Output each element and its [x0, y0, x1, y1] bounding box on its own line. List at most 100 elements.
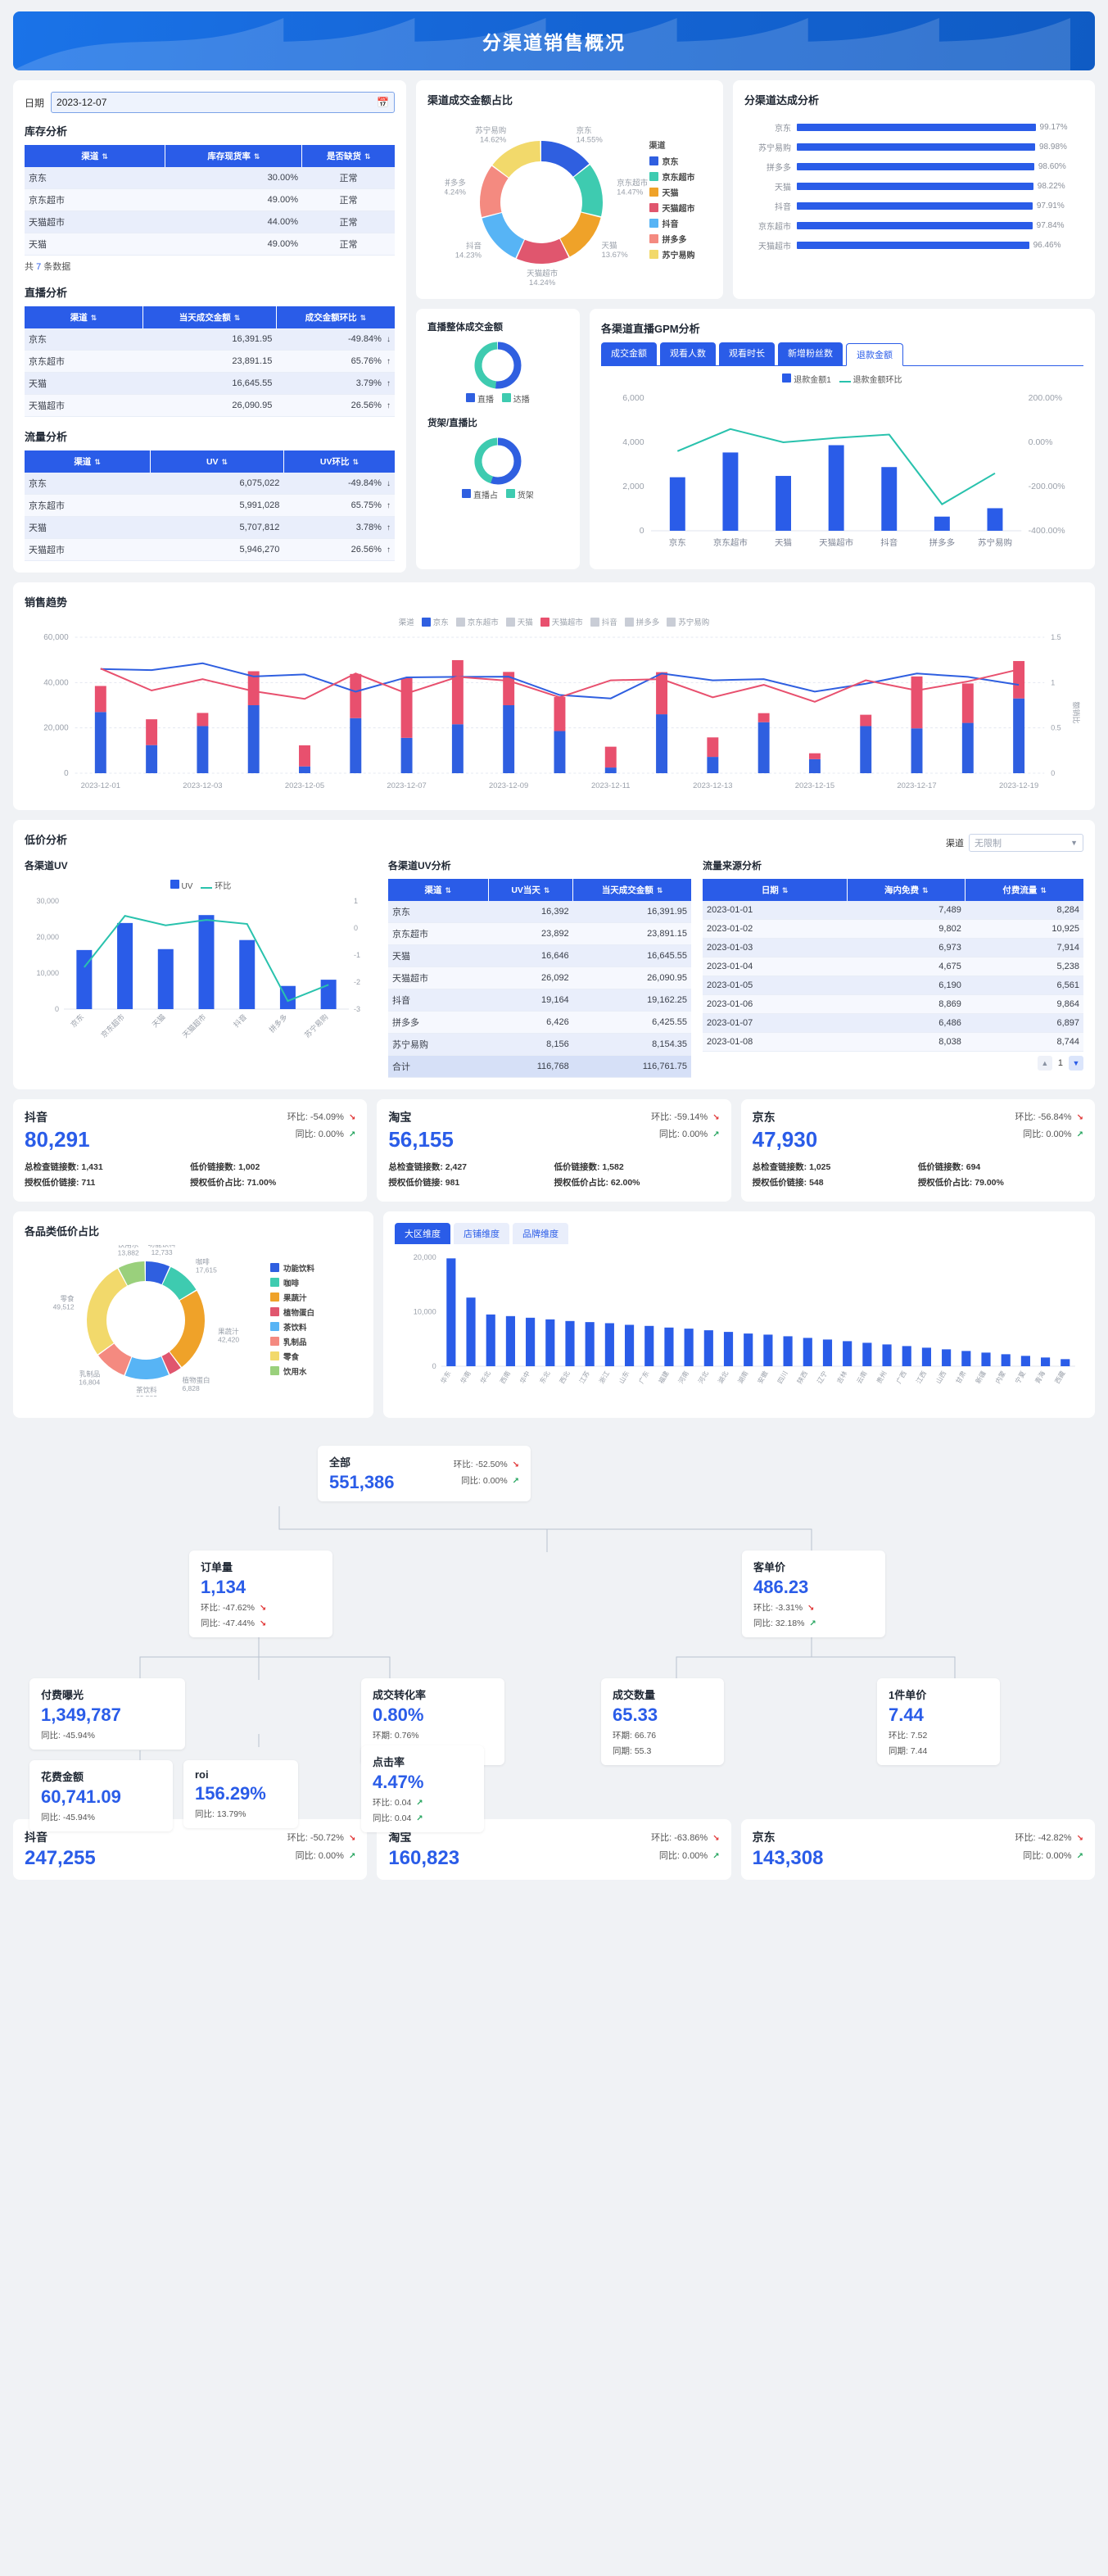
legend-item-京东[interactable]: 京东: [649, 155, 695, 167]
trend-legend-拼多多[interactable]: 拼多多: [624, 616, 659, 627]
col-channel[interactable]: 渠道 ⇅: [25, 306, 144, 328]
table-row[interactable]: 京东超市 49.00% 正常: [25, 188, 395, 211]
donut-slice-抖音[interactable]: [482, 213, 524, 259]
col-uv-day[interactable]: UV当天 ⇅: [488, 879, 574, 901]
trend-bar-tmall[interactable]: [604, 746, 617, 768]
table-row[interactable]: 天猫超市 5,946,270 26.56% ↑: [25, 538, 395, 561]
region-tabs[interactable]: 大区维度 店铺维度 品牌维度: [395, 1223, 1083, 1244]
table-row[interactable]: 天猫 5,707,812 3.78% ↑: [25, 516, 395, 539]
tree-node-total[interactable]: 全部 551,386 环比: -52.50% ↘ 同比: 0.00% ↗: [318, 1446, 531, 1501]
region-bar-青海[interactable]: [1041, 1357, 1051, 1366]
kpi-card-淘宝[interactable]: 淘宝 56,155 环比: -59.14% ↘ 同比: 0.00% ↗ 总检查链接数: …: [377, 1099, 731, 1202]
trend-bar-tmall[interactable]: [350, 673, 362, 718]
legend-item-天猫超市[interactable]: 天猫超市: [649, 201, 695, 214]
legend-refund-mom[interactable]: 退款金额环比: [839, 373, 902, 385]
gpm-bar-京东[interactable]: [669, 477, 685, 531]
region-bar-贵州[interactable]: [882, 1344, 892, 1366]
achievement-bar-抖音[interactable]: 抖音 97.91%: [744, 196, 1083, 215]
legend-daibo[interactable]: 达播: [502, 392, 530, 405]
trend-bar-tmall[interactable]: [451, 659, 464, 725]
col-channel[interactable]: 渠道 ⇅: [25, 450, 152, 473]
table-row[interactable]: 合计 116,768 116,761.75: [388, 1055, 691, 1078]
trend-bar-jd[interactable]: [503, 705, 515, 773]
table-row[interactable]: 天猫超市 26,090.95 26.56% ↑: [25, 394, 395, 417]
region-bar-湖北[interactable]: [723, 1332, 734, 1366]
trend-bar-tmall[interactable]: [961, 683, 974, 723]
achievement-bar-京东[interactable]: 京东 99.17%: [744, 117, 1083, 137]
table-row[interactable]: 京东超市 23,892 23,891.15: [388, 922, 691, 945]
chevron-down-icon[interactable]: ▼: [1070, 838, 1078, 847]
legend-uv-mom[interactable]: 环比: [201, 879, 231, 891]
uv-bar-京东[interactable]: [76, 949, 93, 1009]
achievement-bar-天猫[interactable]: 天猫 98.22%: [744, 176, 1083, 196]
trend-bar-jd[interactable]: [961, 722, 974, 773]
gpm-tab-观看时长[interactable]: 观看时长: [719, 342, 775, 365]
table-row[interactable]: 2023-01-01 7,489 8,284: [703, 901, 1083, 920]
region-bar-吉林[interactable]: [843, 1341, 852, 1366]
region-tab-店铺维度[interactable]: 店铺维度: [454, 1223, 509, 1244]
donut-slice-植物蛋白[interactable]: [161, 1351, 181, 1374]
region-bar-河北[interactable]: [703, 1330, 713, 1366]
gpm-bar-天猫[interactable]: [776, 476, 791, 531]
col-shortage[interactable]: 是否缺货 ⇅: [301, 145, 395, 167]
region-chart-svg[interactable]: 0 10,000 20,000 华东 华南 华北 西南 华中 东北 西北 江苏 浙江 山东 广东 福建 河南河…: [395, 1251, 1083, 1402]
trend-bar-tmall[interactable]: [400, 677, 413, 738]
trend-bar-jd[interactable]: [146, 745, 158, 773]
kpi-card-抖音[interactable]: 抖音 80,291 环比: -54.09% ↘ 同比: 0.00% ↗ 总检查链接数: …: [13, 1099, 368, 1202]
col-uv-mom[interactable]: UV环比 ⇅: [283, 450, 395, 473]
trend-chart-svg[interactable]: 0 20,000 40,000 60,000 0 0.5 1 1.5 额销比 2023-12-01…: [25, 631, 1083, 795]
donut-slice-饮用水[interactable]: [118, 1261, 145, 1286]
col-domestic-free[interactable]: 海内免费 ⇅: [847, 879, 966, 901]
tree-node-aov[interactable]: 客单价 486.23 环比: -3.31% ↘ 同比: 32.18% ↗: [742, 1551, 885, 1637]
col-date[interactable]: 日期 ⇅: [703, 879, 848, 901]
cat-legend-茶饮料[interactable]: 茶饮料: [270, 1321, 314, 1333]
region-bar-湖南[interactable]: [744, 1333, 753, 1366]
trend-bar-jd[interactable]: [604, 767, 617, 773]
trend-bar-jd[interactable]: [94, 712, 106, 773]
cat-legend-饮用水[interactable]: 饮用水: [270, 1365, 314, 1377]
uv-bar-苏宁易购[interactable]: [320, 980, 337, 1009]
col-channel[interactable]: 渠道 ⇅: [388, 879, 489, 901]
region-bar-江西[interactable]: [921, 1347, 932, 1366]
legend-item-拼多多[interactable]: 拼多多: [649, 233, 695, 245]
region-bar-福建[interactable]: [664, 1327, 674, 1366]
tree-node-roi[interactable]: roi 156.29% 同比: 13.79%: [183, 1760, 298, 1828]
uv-line[interactable]: [84, 915, 329, 1003]
table-row[interactable]: 苏宁易购 8,156 8,154.35: [388, 1033, 691, 1056]
donut-slice-天猫[interactable]: [559, 212, 601, 257]
gpm-bar-抖音[interactable]: [881, 467, 898, 531]
legend-refund-amount[interactable]: 退款金额1: [782, 373, 831, 385]
channel-filter[interactable]: 渠道 无限制 ▼: [946, 833, 1083, 852]
trend-bar-jd[interactable]: [911, 728, 923, 773]
legend-item-抖音[interactable]: 抖音: [649, 217, 695, 229]
achievement-bar-天猫超市[interactable]: 天猫超市 96.46%: [744, 235, 1083, 255]
col-stock-rate[interactable]: 库存现货率 ⇅: [165, 145, 303, 167]
channel-select[interactable]: 无限制 ▼: [969, 833, 1083, 852]
gpm-bar-拼多多[interactable]: [934, 516, 950, 531]
trend-legend-京东[interactable]: 京东: [421, 616, 449, 627]
table-row[interactable]: 2023-01-07 6,486 6,897: [703, 1013, 1083, 1033]
achievement-bar-苏宁易购[interactable]: 苏宁易购 98.98%: [744, 137, 1083, 156]
trend-bar-tmall[interactable]: [146, 719, 158, 745]
table-row[interactable]: 天猫超市 44.00% 正常: [25, 211, 395, 233]
region-bar-山西[interactable]: [942, 1349, 952, 1366]
achievement-bar-京东超市[interactable]: 京东超市 97.84%: [744, 215, 1083, 235]
donut-slice-茶饮料[interactable]: [124, 1356, 169, 1379]
trend-line-1[interactable]: [100, 668, 1020, 703]
region-bar-安徽[interactable]: [763, 1334, 773, 1366]
donut-slice-零食[interactable]: [86, 1268, 127, 1355]
table-row[interactable]: 京东 16,392 16,391.95: [388, 901, 691, 923]
trend-bar-jd[interactable]: [554, 731, 566, 773]
table-row[interactable]: 2023-01-05 6,190 6,561: [703, 976, 1083, 995]
table-row[interactable]: 抖音 19,164 19,162.25: [388, 989, 691, 1012]
legend-item-天猫[interactable]: 天猫: [649, 186, 695, 198]
tree-node-unit-price[interactable]: 1件单价 7.44 环比: 7.52 同期: 7.44: [877, 1678, 1000, 1765]
gpm-tab-观看人数[interactable]: 观看人数: [660, 342, 716, 365]
source-table-pager[interactable]: ▲ 1 ▼: [703, 1056, 1083, 1071]
trend-bar-tmall[interactable]: [247, 671, 260, 706]
table-row[interactable]: 2023-01-06 8,869 9,864: [703, 994, 1083, 1014]
trend-legend-京东超市[interactable]: 京东超市: [455, 616, 499, 627]
table-row[interactable]: 天猫 49.00% 正常: [25, 233, 395, 256]
region-bar-山东[interactable]: [624, 1324, 635, 1366]
